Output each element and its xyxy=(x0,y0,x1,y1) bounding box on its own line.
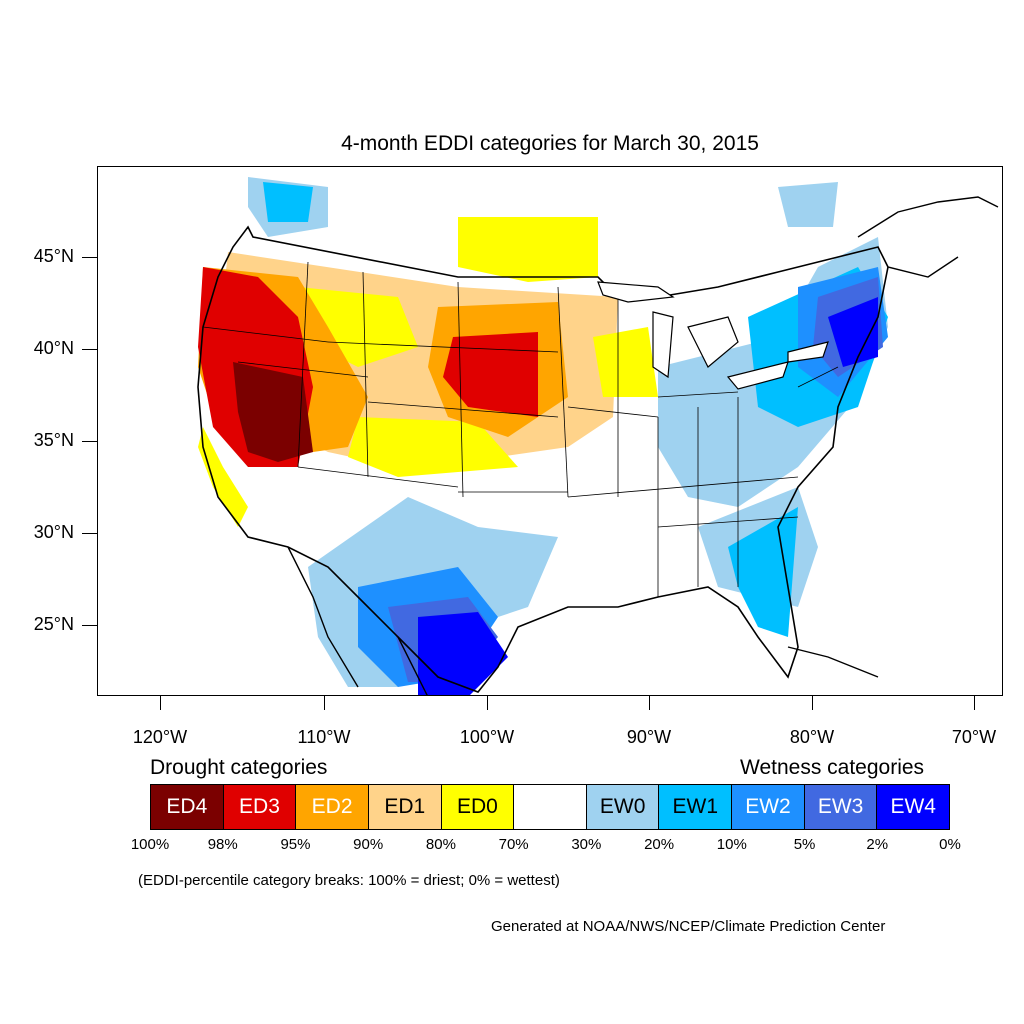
ed0-region-wisconsin xyxy=(593,327,658,397)
ed3-region-plains xyxy=(443,332,538,417)
eddi-map xyxy=(197,177,999,695)
mexico-outline xyxy=(287,546,428,695)
percentile-label: 100% xyxy=(130,836,170,853)
percentile-label: 10% xyxy=(716,836,747,853)
ed4-region xyxy=(233,362,313,462)
cuba-outline xyxy=(787,646,879,678)
legend-bar: ED4 ED3 ED2 ED1 ED0 EW0 EW1 EW2 EW3 EW4 xyxy=(150,784,950,830)
legend-swatch xyxy=(514,785,587,829)
great-lakes xyxy=(597,281,829,390)
lat-label-30: 30°N xyxy=(33,522,74,542)
lon-tick xyxy=(812,696,813,710)
lat-tick xyxy=(82,625,97,626)
credit-line: Generated at NOAA/NWS/NCEP/Climate Predi… xyxy=(491,918,886,935)
ew4-region-northeast xyxy=(828,297,878,367)
percentile-label: 70% xyxy=(498,836,529,853)
lon-tick xyxy=(649,696,650,710)
ed0-region-coast xyxy=(198,427,248,527)
lat-label-35: 35°N xyxy=(33,430,74,450)
percentile-label: 90% xyxy=(353,836,384,853)
legend-swatch: EW3 xyxy=(804,785,878,829)
lat-tick xyxy=(82,349,97,350)
ed0-region-north xyxy=(458,217,598,282)
breaks-note: (EDDI-percentile category breaks: 100% =… xyxy=(138,872,560,889)
legend-swatch: ED0 xyxy=(441,785,515,829)
legend-swatch: ED1 xyxy=(368,785,442,829)
lat-tick xyxy=(82,257,97,258)
legend-swatch: EW4 xyxy=(877,785,950,829)
map-frame xyxy=(97,166,1003,696)
lon-label-100: 100°W xyxy=(459,727,515,747)
percentile-label: 98% xyxy=(207,836,238,853)
lat-tick xyxy=(82,533,97,534)
percentile-label: 2% xyxy=(866,836,889,853)
lon-tick xyxy=(487,696,488,710)
percentile-label: 20% xyxy=(644,836,675,853)
canada-coast xyxy=(857,196,999,278)
drought-heading: Drought categories xyxy=(150,756,328,779)
lon-label-90: 90°W xyxy=(626,727,672,747)
percentile-label: 5% xyxy=(793,836,816,853)
lon-label-110: 110°W xyxy=(297,727,351,747)
percentile-label: 30% xyxy=(571,836,602,853)
legend-swatch: ED4 xyxy=(151,785,224,829)
lon-tick xyxy=(974,696,975,710)
ew0-region-canada xyxy=(778,182,838,227)
lon-tick xyxy=(324,696,325,710)
lon-label-120: 120°W xyxy=(132,727,188,747)
percentile-label: 80% xyxy=(425,836,456,853)
percentile-label: 95% xyxy=(280,836,311,853)
legend-swatch: EW1 xyxy=(659,785,733,829)
lat-label-45: 45°N xyxy=(33,246,74,266)
lon-label-70: 70°W xyxy=(951,727,997,747)
legend-swatch: EW0 xyxy=(586,785,660,829)
lat-label-40: 40°N xyxy=(33,338,74,358)
percentile-label: 0% xyxy=(939,836,961,853)
legend-swatch: ED3 xyxy=(223,785,297,829)
ed0-region-plains xyxy=(348,417,518,477)
legend-swatch: ED2 xyxy=(296,785,369,829)
wetness-heading: Wetness categories xyxy=(740,756,925,779)
ew1-region-northwest xyxy=(263,182,313,222)
us-outline xyxy=(197,225,889,693)
state-boundaries xyxy=(202,261,839,597)
lat-label-25: 25°N xyxy=(33,614,74,634)
lat-tick xyxy=(82,441,97,442)
map-title: 4-month EDDI categories for March 30, 20… xyxy=(341,132,759,155)
legend-swatch: EW2 xyxy=(732,785,805,829)
lon-tick xyxy=(160,696,161,710)
ew4-region-texas xyxy=(418,612,508,695)
lon-label-80: 80°W xyxy=(789,727,835,747)
